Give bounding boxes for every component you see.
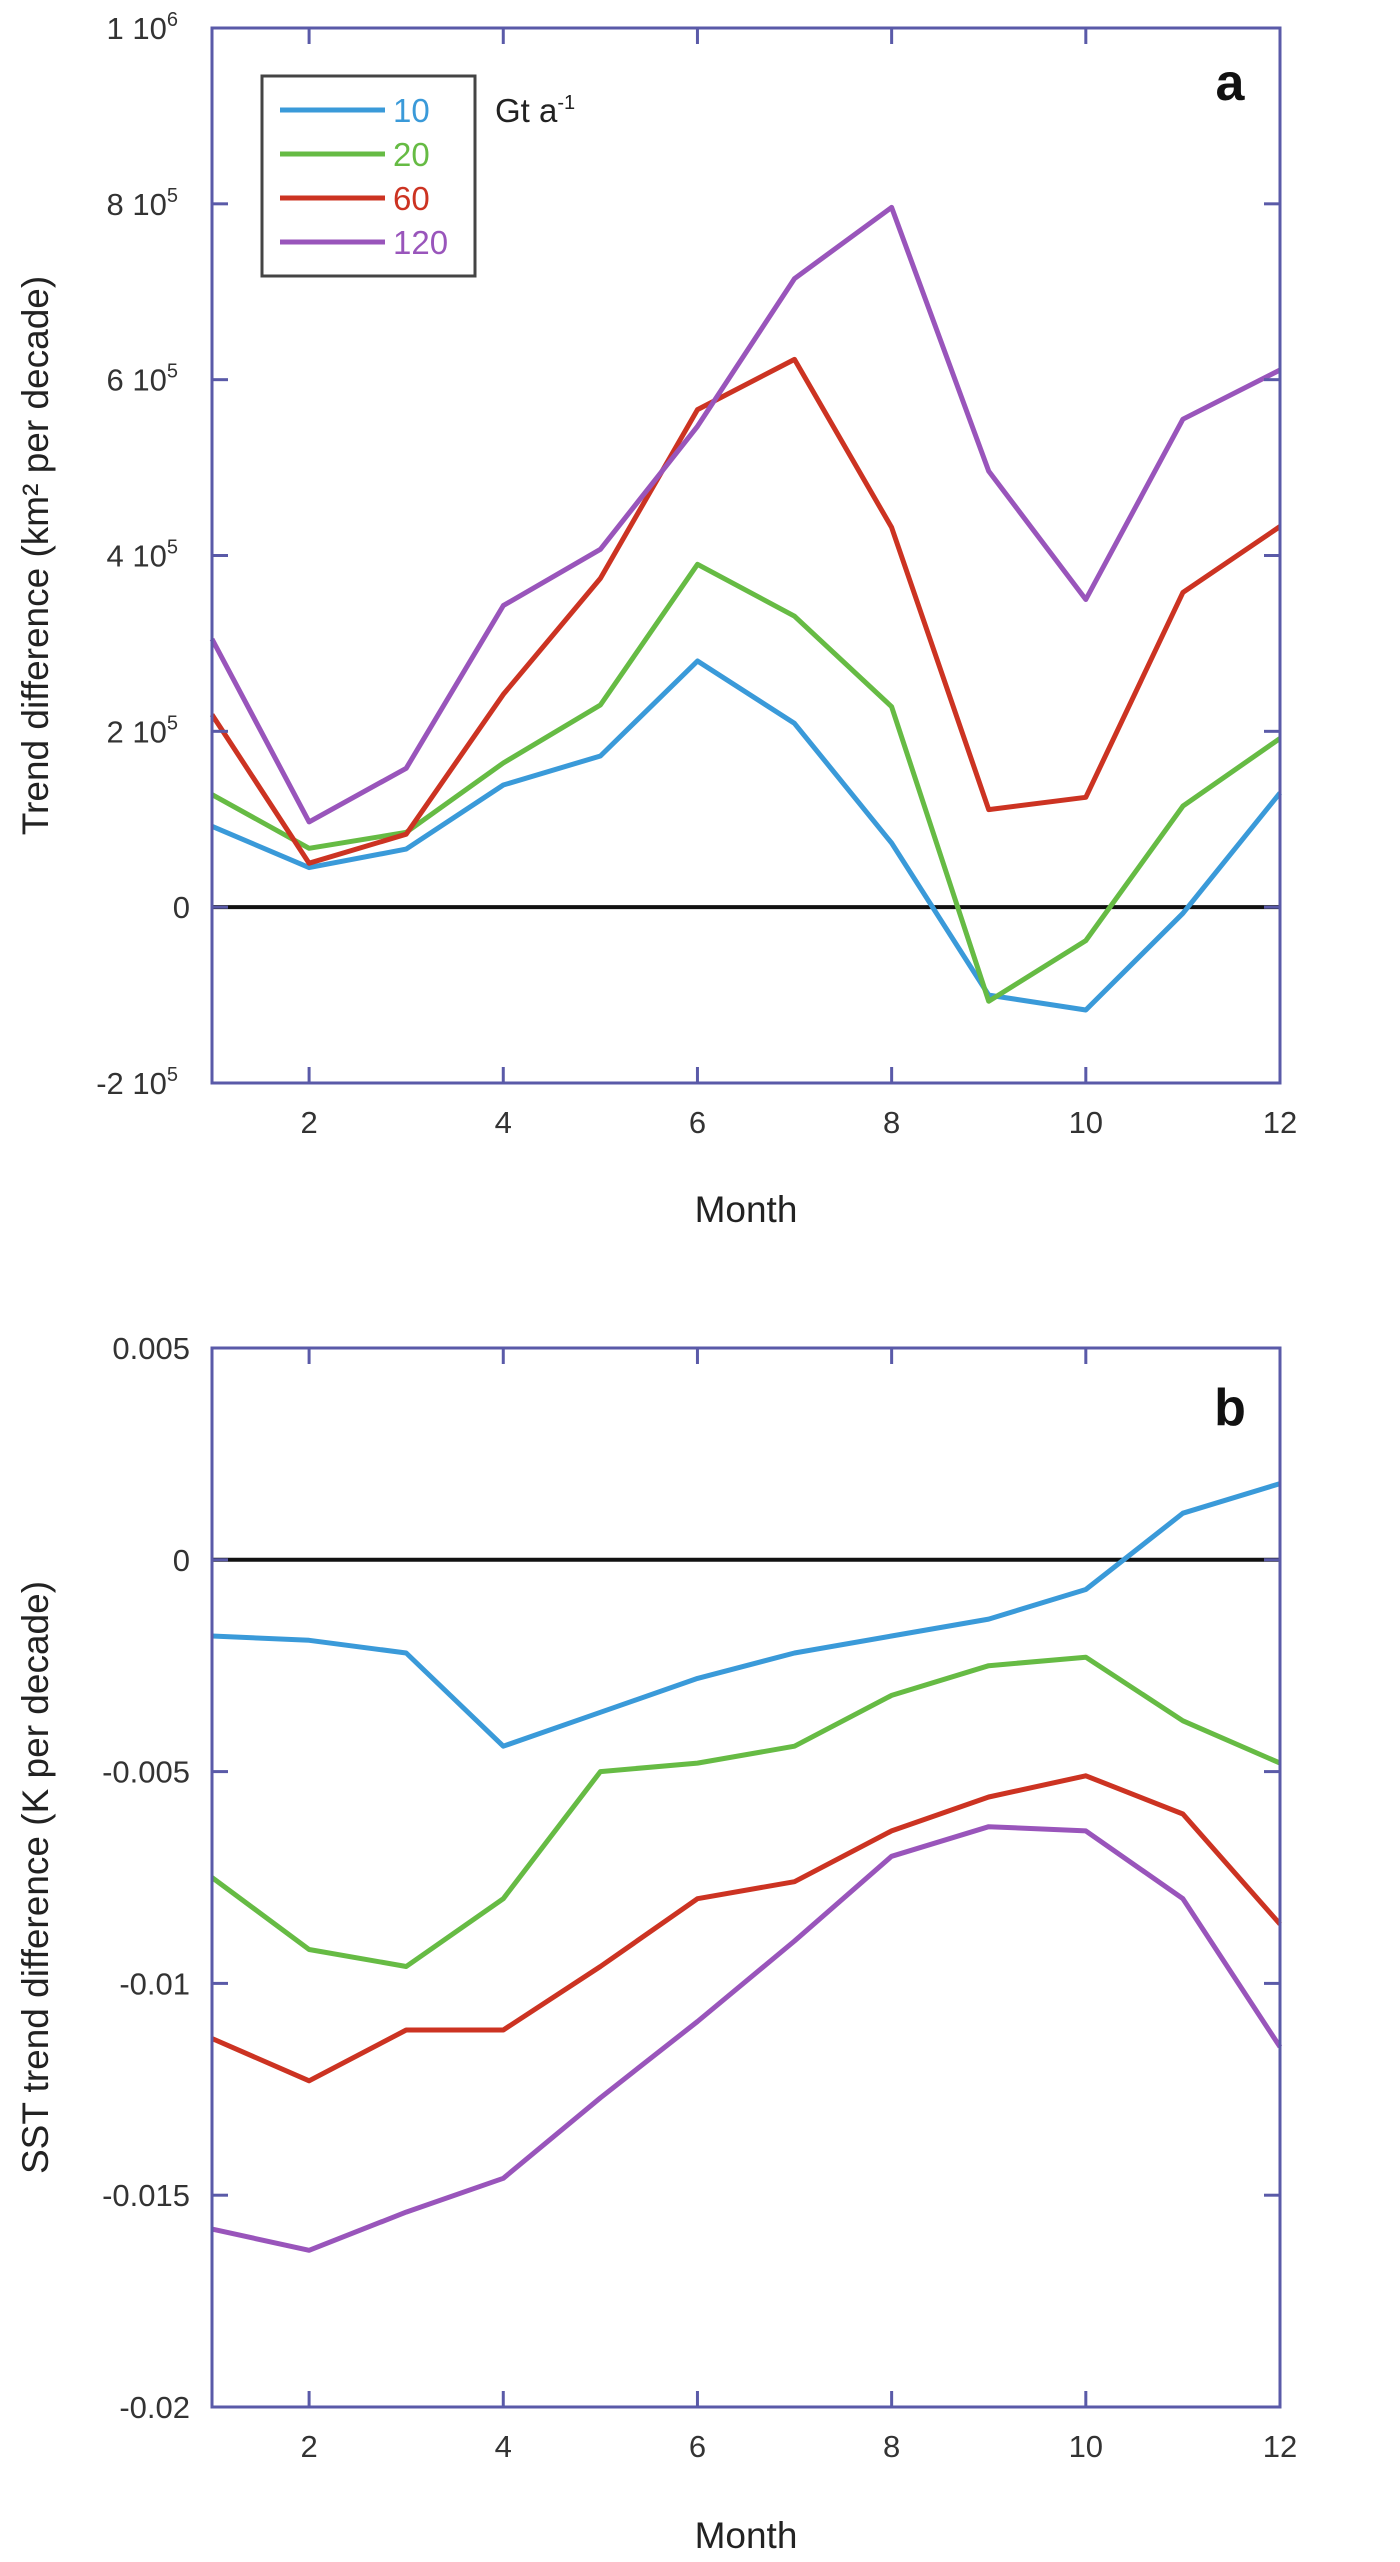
x-tick-label: 2 <box>300 1105 317 1140</box>
y-tick-label: 6 105 <box>107 361 178 398</box>
panel-letter: b <box>1214 1379 1246 1437</box>
legend-label-120: 120 <box>393 224 448 261</box>
legend-label-10: 10 <box>393 92 430 129</box>
y-tick-label: 0.005 <box>112 1331 190 1366</box>
y-tick-label: -2 105 <box>96 1064 178 1101</box>
plot-frame <box>210 1346 1282 2409</box>
y-tick-label: 2 105 <box>107 712 178 749</box>
legend-label-20: 20 <box>393 136 430 173</box>
series-line-10 <box>211 1481 1281 1749</box>
x-tick-label: 10 <box>1069 1105 1103 1140</box>
series-line-120 <box>211 1824 1283 2253</box>
x-tick-label: 2 <box>300 2429 317 2464</box>
series-line-60 <box>209 356 1282 866</box>
y-tick-label: -0.02 <box>119 2390 190 2425</box>
x-tick-label: 6 <box>689 1105 706 1140</box>
x-tick-label: 4 <box>495 1105 512 1140</box>
legend-unit: Gt a-1 <box>495 92 575 129</box>
x-axis-title: Month <box>695 1189 798 1230</box>
y-tick-label: 0 <box>173 1543 190 1578</box>
y-axis-title: Trend difference (km² per decade) <box>15 276 56 835</box>
x-tick-label: 6 <box>689 2429 706 2464</box>
y-tick-label: 0 <box>173 890 190 925</box>
legend-label-60: 60 <box>393 180 430 217</box>
series-line-20 <box>210 1654 1281 1969</box>
series-line-10 <box>211 658 1282 1013</box>
y-tick-label: -0.015 <box>102 2178 190 2213</box>
series-line-20 <box>210 561 1282 1004</box>
y-axis-title: SST trend difference (K per decade) <box>15 1581 56 2174</box>
legend: 10 20 60 120 Gt a-1 <box>260 74 575 278</box>
panel-b: 2 4 6 8 10 12 -0.02 -0.015 -0.01 -0.005 0 0.005 Mont… <box>15 1331 1297 2556</box>
x-tick-label: 12 <box>1263 1105 1297 1140</box>
panel-letter: a <box>1216 54 1246 112</box>
y-tick-label: 8 105 <box>107 185 178 222</box>
y-tick-label: -0.005 <box>102 1755 190 1790</box>
x-tick-label: 10 <box>1069 2429 1103 2464</box>
panel-a: 2 4 6 8 10 12 -2 105 0 2 105 4 105 6 105 8 105 1 106… <box>15 9 1297 1230</box>
x-axis-title: Month <box>695 2515 798 2556</box>
series-line-60 <box>211 1773 1282 2084</box>
y-tick-label: -0.01 <box>119 1966 190 2001</box>
y-tick-label: 4 105 <box>107 537 178 574</box>
series-line-120 <box>209 204 1282 825</box>
y-tick-label: 1 106 <box>107 9 178 46</box>
x-tick-label: 8 <box>883 1105 900 1140</box>
x-tick-label: 4 <box>495 2429 512 2464</box>
x-tick-label: 12 <box>1263 2429 1297 2464</box>
x-tick-label: 8 <box>883 2429 900 2464</box>
